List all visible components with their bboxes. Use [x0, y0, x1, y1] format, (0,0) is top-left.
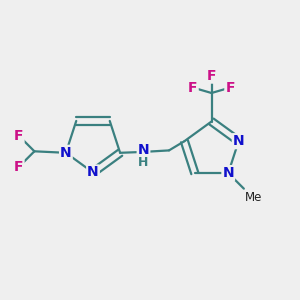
Text: F: F — [207, 69, 216, 82]
Text: Me: Me — [245, 191, 263, 204]
Text: N: N — [87, 166, 99, 179]
Text: N: N — [222, 166, 234, 180]
Text: F: F — [14, 129, 23, 143]
Text: H: H — [138, 156, 149, 169]
Text: F: F — [14, 160, 23, 174]
Text: F: F — [225, 81, 235, 94]
Text: N: N — [138, 143, 149, 157]
Text: N: N — [60, 146, 72, 160]
Text: N: N — [233, 134, 244, 148]
Text: F: F — [188, 81, 198, 94]
